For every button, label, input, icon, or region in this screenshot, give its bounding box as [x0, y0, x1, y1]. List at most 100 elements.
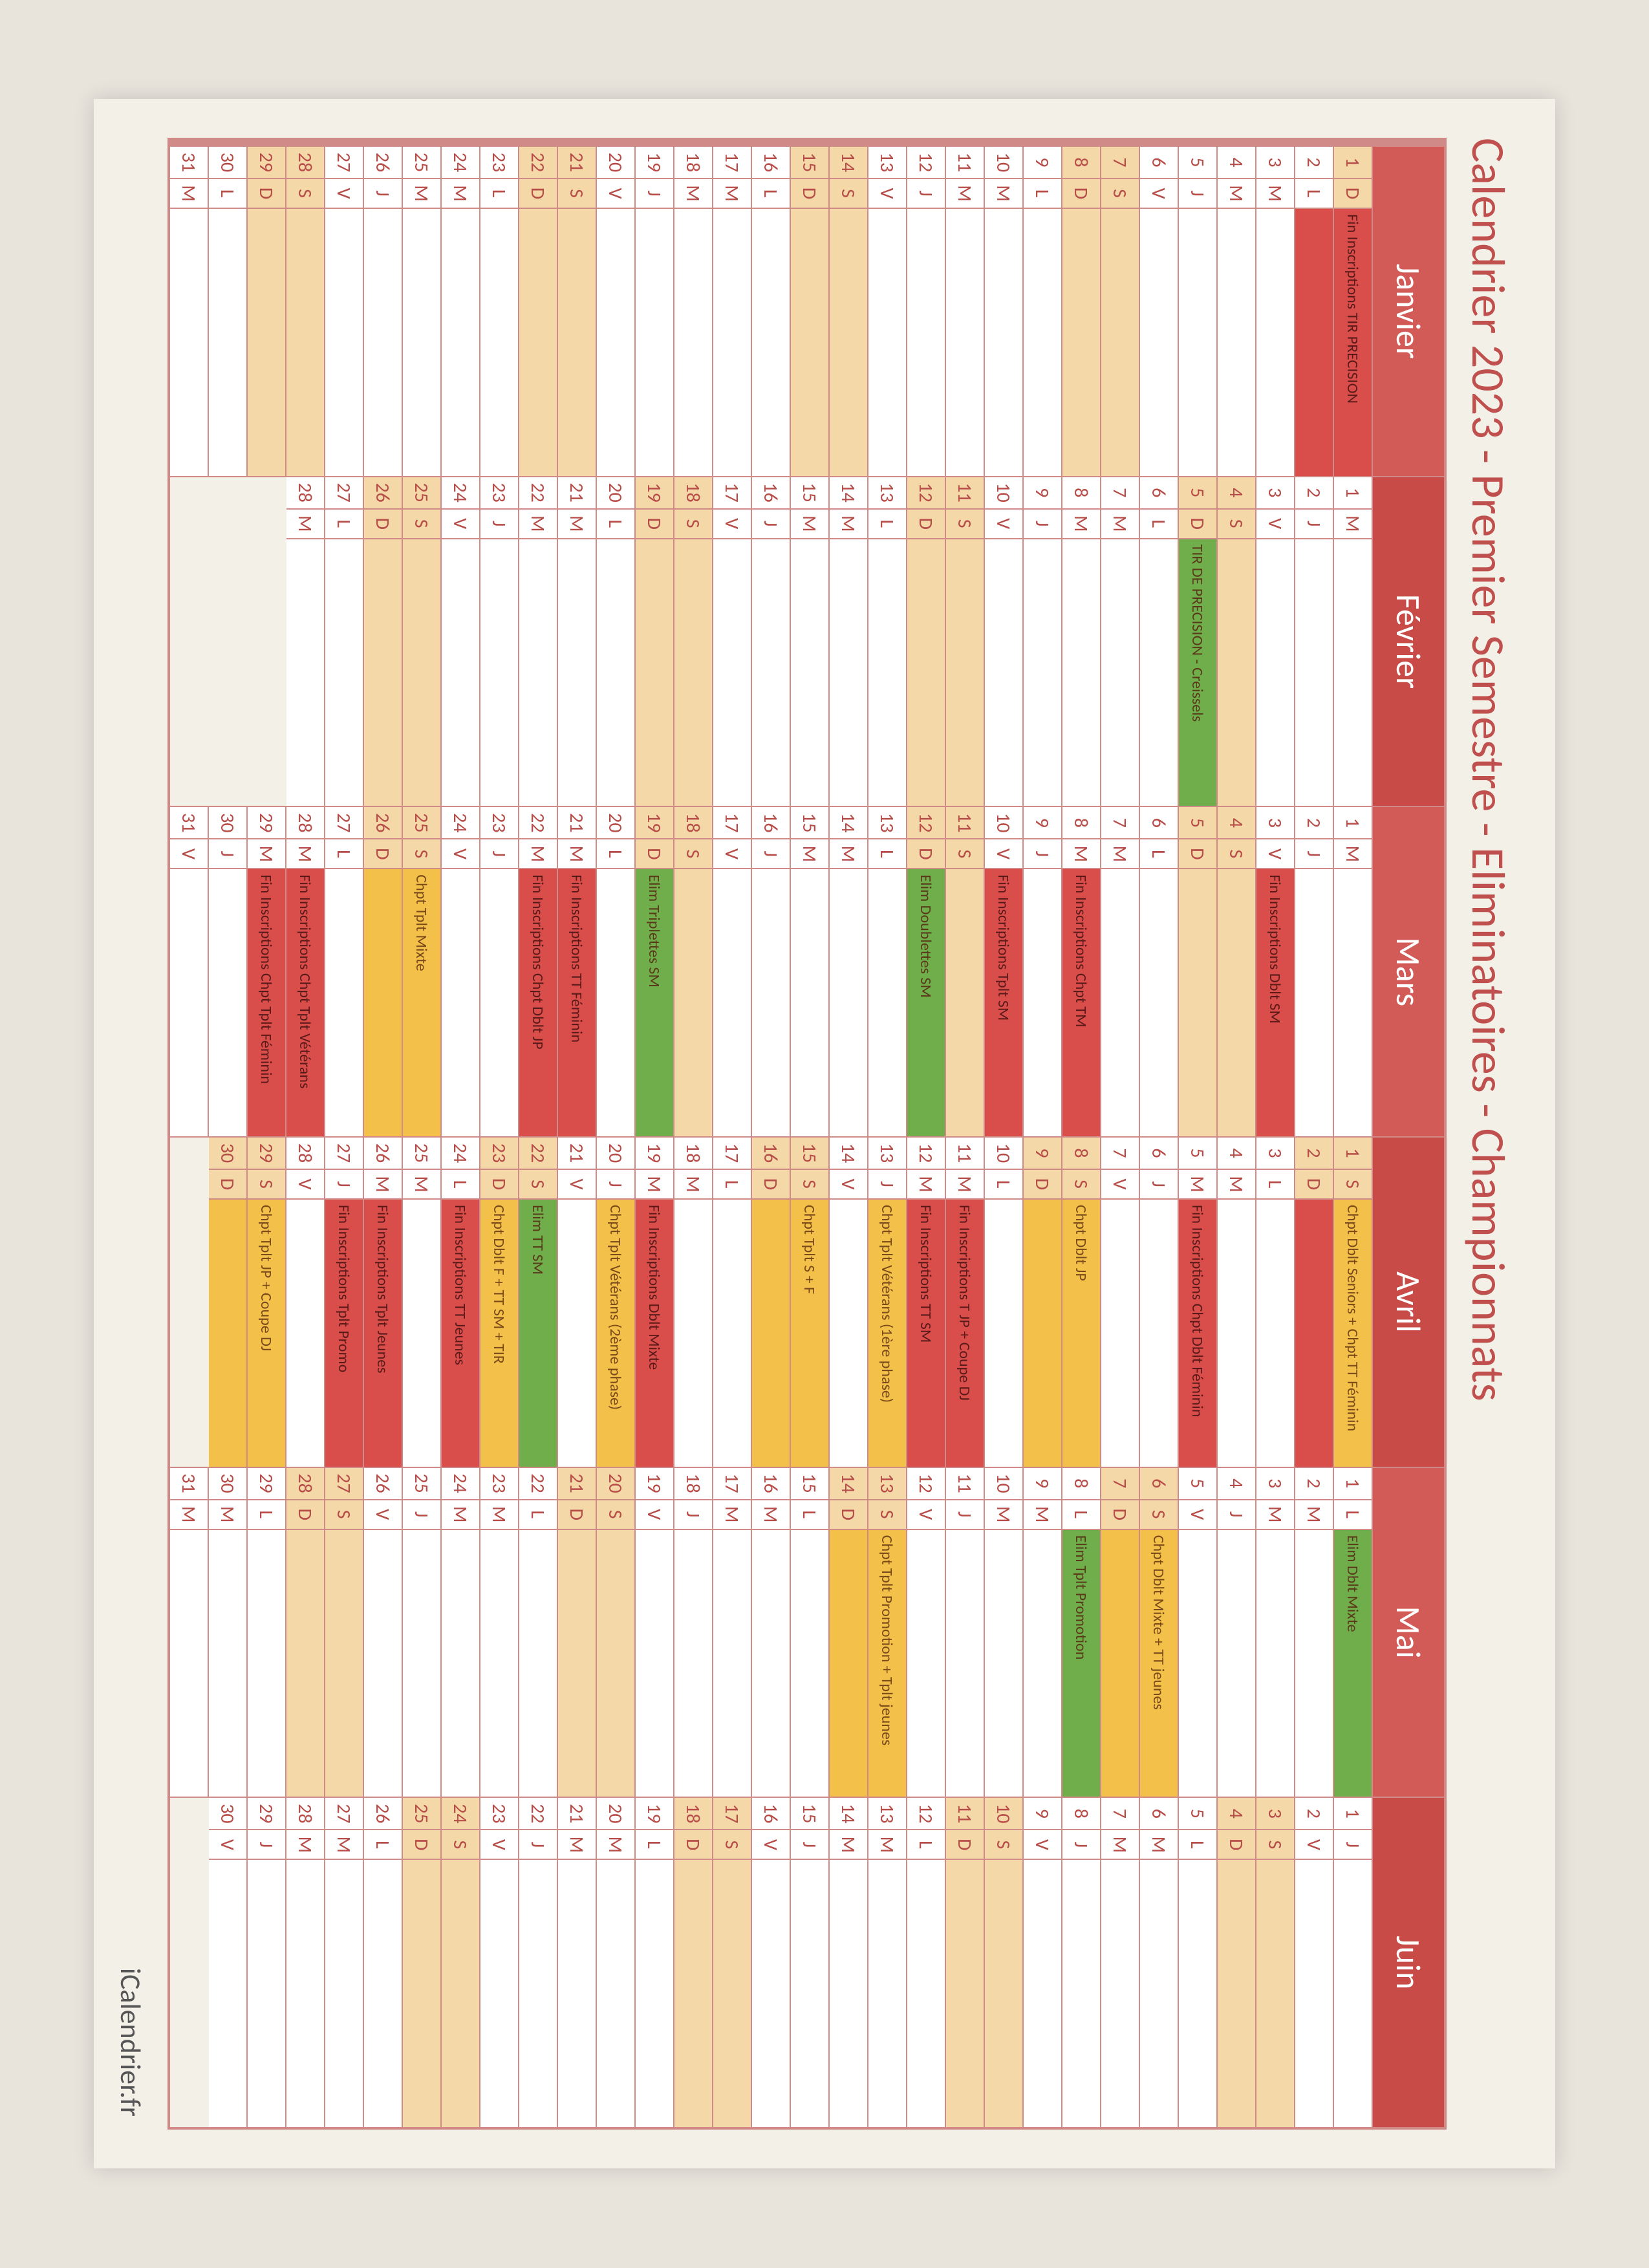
day-row: 1M	[1334, 807, 1373, 1136]
day-number: 23	[480, 807, 518, 839]
day-row: 15M	[791, 807, 830, 1136]
day-number: 15	[791, 1798, 828, 1830]
day-row: 14S	[830, 147, 868, 476]
day-letter: J	[364, 179, 402, 209]
day-row: 30M	[209, 1468, 248, 1797]
day-letter: D	[830, 1500, 867, 1530]
day-letter: V	[752, 1830, 790, 1860]
day-row: 26J	[364, 147, 403, 476]
day-number: 8	[1062, 477, 1100, 510]
event-cell: Fin Inscriptions Chpt Tplt Vétérans	[286, 869, 324, 1136]
month-header: Mai	[1373, 1468, 1444, 1797]
day-number: 6	[1140, 147, 1178, 179]
day-letter: M	[1218, 179, 1255, 209]
day-row: 27S	[325, 1468, 364, 1797]
day-letter: S	[985, 1830, 1022, 1860]
event-cell	[1140, 209, 1178, 476]
day-row: 24M	[442, 147, 480, 476]
event-cell	[985, 209, 1022, 476]
day-number: 11	[946, 147, 984, 179]
day-letter: V	[1140, 179, 1178, 209]
day-letter: V	[868, 179, 906, 209]
day-letter: J	[597, 1170, 634, 1200]
day-number: 17	[713, 1798, 751, 1830]
day-number: 6	[1140, 477, 1178, 510]
day-letter: L	[1295, 179, 1333, 209]
day-number: 26	[364, 1138, 402, 1170]
day-row: 27L	[325, 807, 364, 1136]
event-cell	[558, 1530, 596, 1797]
day-letter: D	[480, 1170, 518, 1200]
day-row: 14V	[830, 1138, 868, 1467]
day-row: 13M	[868, 1798, 907, 2127]
event-cell	[752, 869, 790, 1136]
event-cell	[830, 1200, 867, 1467]
day-row: 12MFin Inscriptions TT SM	[907, 1138, 946, 1467]
event-cell	[1101, 209, 1139, 476]
day-row: 20V	[597, 147, 636, 476]
day-number: 8	[1062, 807, 1100, 839]
event-cell	[364, 539, 402, 806]
day-number: 17	[713, 807, 751, 839]
day-letter: D	[403, 1830, 440, 1860]
day-letter: M	[868, 1830, 906, 1860]
day-letter: J	[752, 510, 790, 539]
day-number: 21	[558, 477, 596, 510]
day-letter: D	[907, 839, 945, 869]
event-cell: Chpt Tplt JP + Coupe DJ	[248, 1200, 285, 1467]
day-number: 17	[713, 477, 751, 510]
day-number: 10	[985, 147, 1022, 179]
day-row: 17M	[713, 147, 752, 476]
day-number: 8	[1062, 147, 1100, 179]
day-row: 26V	[364, 1468, 403, 1797]
day-row: 16D	[752, 1138, 791, 1467]
day-letter: M	[1062, 839, 1100, 869]
day-row: 20L	[597, 807, 636, 1136]
day-number: 5	[1179, 1798, 1216, 1830]
day-row: 11MFin Inscriptions T JP + Coupe DJ	[946, 1138, 985, 1467]
day-number: 14	[830, 807, 867, 839]
day-letter: V	[480, 1830, 518, 1860]
day-letter: M	[1334, 839, 1372, 869]
day-number: 10	[985, 1798, 1022, 1830]
day-row: 7V	[1101, 1138, 1140, 1467]
day-row: 1J	[1334, 1798, 1373, 2127]
day-letter: M	[558, 510, 596, 539]
day-row: 26D	[364, 477, 403, 806]
event-cell	[1256, 1530, 1294, 1797]
event-cell	[1024, 869, 1061, 1136]
day-row: 15M	[791, 477, 830, 806]
day-number: 28	[286, 477, 324, 510]
day-number: 26	[364, 477, 402, 510]
day-number: 30	[209, 1138, 246, 1170]
day-row: 26D	[364, 807, 403, 1136]
event-cell: Elim Dblt Mixte	[1334, 1530, 1372, 1797]
day-row: 28M	[286, 477, 325, 806]
event-cell	[1295, 539, 1333, 806]
day-row: 10VFin Inscriptions Tplt SM	[985, 807, 1024, 1136]
day-letter: S	[403, 510, 440, 539]
event-cell	[1179, 869, 1216, 1136]
day-row: 5L	[1179, 1798, 1218, 2127]
day-letter: M	[170, 1500, 208, 1530]
day-letter: S	[674, 839, 712, 869]
day-letter: M	[752, 1500, 790, 1530]
day-letter: S	[1218, 510, 1255, 539]
day-letter: S	[1218, 839, 1255, 869]
day-row: 3M	[1256, 1468, 1295, 1797]
day-number: 10	[985, 1468, 1022, 1500]
day-row: 12D	[907, 477, 946, 806]
day-row: 22M	[519, 477, 558, 806]
day-row: 27V	[325, 147, 364, 476]
event-cell: Chpt Tplt Promotion + Tplt jeunes	[868, 1530, 906, 1797]
day-letter: L	[1062, 1500, 1100, 1530]
event-cell: Chpt Tplt Vétérans (1ère phase)	[868, 1200, 906, 1467]
day-number: 18	[674, 1138, 712, 1170]
event-cell	[791, 1860, 828, 2127]
event-cell	[674, 209, 712, 476]
day-letter: M	[1062, 510, 1100, 539]
day-number: 18	[674, 477, 712, 510]
day-letter: M	[364, 1170, 402, 1200]
day-number: 20	[597, 147, 634, 179]
day-row: 29D	[248, 147, 286, 476]
